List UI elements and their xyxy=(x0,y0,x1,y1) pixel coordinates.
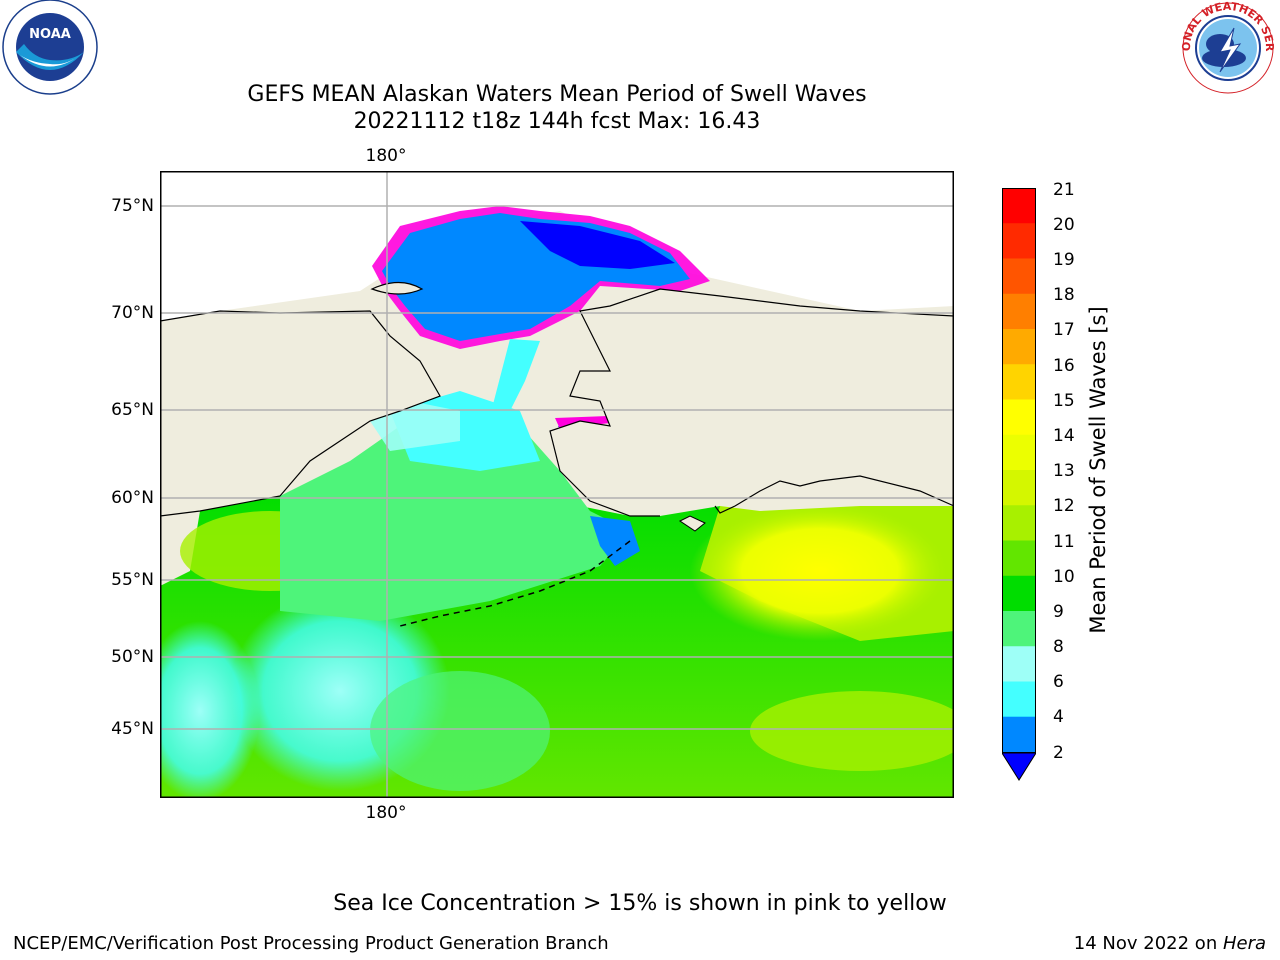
noaa-logo-text: NOAA xyxy=(29,27,71,42)
noaa-logo: NOAA xyxy=(2,0,98,95)
colorbar-tick-21: 21 xyxy=(1053,180,1075,200)
wrangel-island xyxy=(370,281,424,295)
run-date-text: 14 Nov 2022 on xyxy=(1073,933,1223,954)
colorbar-segment xyxy=(1002,434,1036,471)
colorbar-segment xyxy=(1002,716,1036,752)
swell-max-patch xyxy=(690,501,950,641)
colorbar-tick-4: 4 xyxy=(1053,707,1064,727)
colorbar-segment xyxy=(1002,646,1036,682)
alaska-coastline xyxy=(549,288,954,517)
lat-label-65: 65°N xyxy=(111,400,154,420)
colorbar-segment xyxy=(1002,681,1036,718)
colorbar-tick-18: 18 xyxy=(1053,285,1075,305)
producer-credit: NCEP/EMC/Verification Post Processing Pr… xyxy=(13,933,609,954)
colorbar-segment xyxy=(1002,540,1036,577)
chart-title: GEFS MEAN Alaskan Waters Mean Period of … xyxy=(247,82,867,107)
colorbar-segment xyxy=(1002,329,1036,365)
colorbar-segment xyxy=(1002,399,1036,436)
kodiak-island xyxy=(679,515,706,532)
arctic-blank xyxy=(160,171,954,321)
lat-label-75: 75°N xyxy=(111,196,154,216)
host-name: Hera xyxy=(1222,933,1266,954)
colorbar-segment xyxy=(1002,293,1036,330)
colorbar-segment xyxy=(1002,575,1036,612)
lat-label-55: 55°N xyxy=(111,570,154,590)
colorbar-tick-15: 15 xyxy=(1053,391,1075,411)
lon-label-top: 180° xyxy=(365,146,407,166)
map-border xyxy=(160,171,954,798)
siberia-land xyxy=(160,311,440,516)
colorbar-tick-13: 13 xyxy=(1053,461,1075,481)
colorbar-segment xyxy=(1002,505,1036,541)
colorbar-segment xyxy=(1002,223,1036,259)
colorbar-tick-20: 20 xyxy=(1053,215,1075,235)
lat-label-50: 50°N xyxy=(111,647,154,667)
bristol-bay xyxy=(590,516,640,566)
deep-blue-region xyxy=(520,221,675,269)
chart-subtitle: 20221112 t18z 144h fcst Max: 16.43 xyxy=(353,109,761,134)
aleutian-islands xyxy=(399,540,631,627)
run-date: 14 Nov 2022 on Hera xyxy=(1074,933,1266,954)
alaska-land xyxy=(550,289,954,516)
swell-period-map xyxy=(160,171,954,798)
graticule xyxy=(160,171,954,798)
colorbar-tick-12: 12 xyxy=(1053,496,1075,516)
colorbar-segment xyxy=(1002,258,1036,295)
colorbar-tick-14: 14 xyxy=(1053,426,1075,446)
colorbar-tick-10: 10 xyxy=(1053,567,1075,587)
lat-label-70: 70°N xyxy=(111,303,154,323)
colorbar-tick-2: 2 xyxy=(1053,743,1064,763)
lon-label-bottom: 180° xyxy=(365,803,407,823)
colorbar xyxy=(1002,188,1036,781)
colorbar-extend-triangle xyxy=(1002,752,1036,781)
colorbar-tick-6: 6 xyxy=(1053,672,1064,692)
colorbar-segment xyxy=(1002,188,1036,224)
bering-sea xyxy=(280,421,630,621)
nws-logo: NATIONAL WEATHER SERVICE xyxy=(1176,0,1276,94)
colorbar-tick-11: 11 xyxy=(1053,532,1075,552)
colorbar-segment xyxy=(1002,611,1036,647)
colorbar-label: Mean Period of Swell Waves [s] xyxy=(1086,306,1110,634)
colorbar-tick-9: 9 xyxy=(1053,602,1064,622)
colorbar-segment xyxy=(1002,470,1036,506)
lat-label-45: 45°N xyxy=(111,719,154,739)
colorbar-tick-8: 8 xyxy=(1053,637,1064,657)
colorbar-tick-19: 19 xyxy=(1053,250,1075,270)
colorbar-tick-17: 17 xyxy=(1053,320,1075,340)
lat-label-60: 60°N xyxy=(111,488,154,508)
sea-ice-note: Sea Ice Concentration > 15% is shown in … xyxy=(333,891,947,916)
colorbar-segment xyxy=(1002,364,1036,400)
colorbar-tick-16: 16 xyxy=(1053,356,1075,376)
